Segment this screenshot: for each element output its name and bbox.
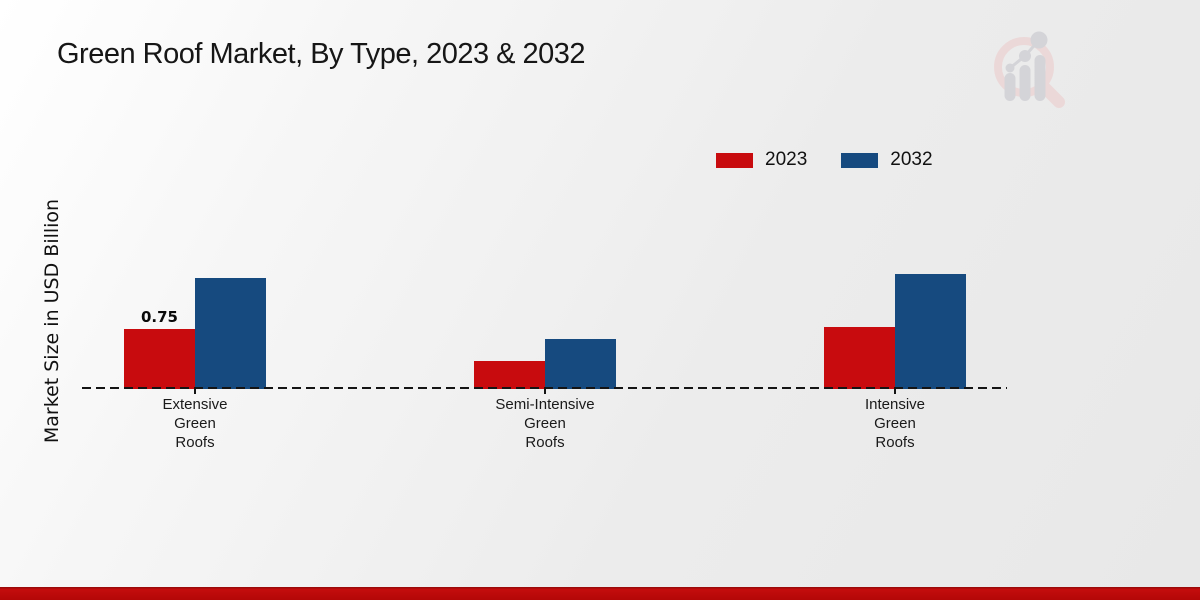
bar-2023-semi-intensive-green-roofs — [474, 361, 545, 389]
x-axis-tick — [194, 389, 196, 394]
x-axis-tick — [544, 389, 546, 394]
magnifier-bar-chart-logo-icon — [994, 31, 1065, 108]
category-label-semi-intensive-green-roofs: Semi-Intensive Green Roofs — [495, 396, 595, 451]
bar-2032-extensive-green-roofs — [195, 278, 266, 389]
legend-label-2023: 2023 — [765, 149, 808, 170]
chart-title: Green Roof Market, By Type, 2023 & 2032 — [57, 38, 586, 70]
legend: 2023 2032 — [716, 149, 933, 171]
bar-2023-extensive-green-roofs — [124, 329, 195, 389]
legend-swatch-2023 — [716, 152, 753, 168]
legend-label-2032: 2032 — [890, 149, 933, 170]
bar-2023-intensive-green-roofs — [824, 327, 895, 389]
x-axis-baseline — [82, 387, 1007, 389]
bar-2032-intensive-green-roofs — [895, 274, 966, 389]
category-label-intensive-green-roofs: Intensive Green Roofs — [864, 396, 926, 451]
bar-2032-semi-intensive-green-roofs — [545, 339, 616, 389]
legend-item-2032: 2032 — [841, 149, 933, 171]
x-axis-tick — [894, 389, 896, 394]
category-label-extensive-green-roofs: Extensive Green Roofs — [162, 396, 228, 451]
bar-value-label: 0.75 — [140, 308, 178, 326]
legend-swatch-2032 — [841, 152, 879, 168]
footer-accent-bar — [0, 587, 1200, 600]
legend-item-2023: 2023 — [716, 149, 807, 171]
